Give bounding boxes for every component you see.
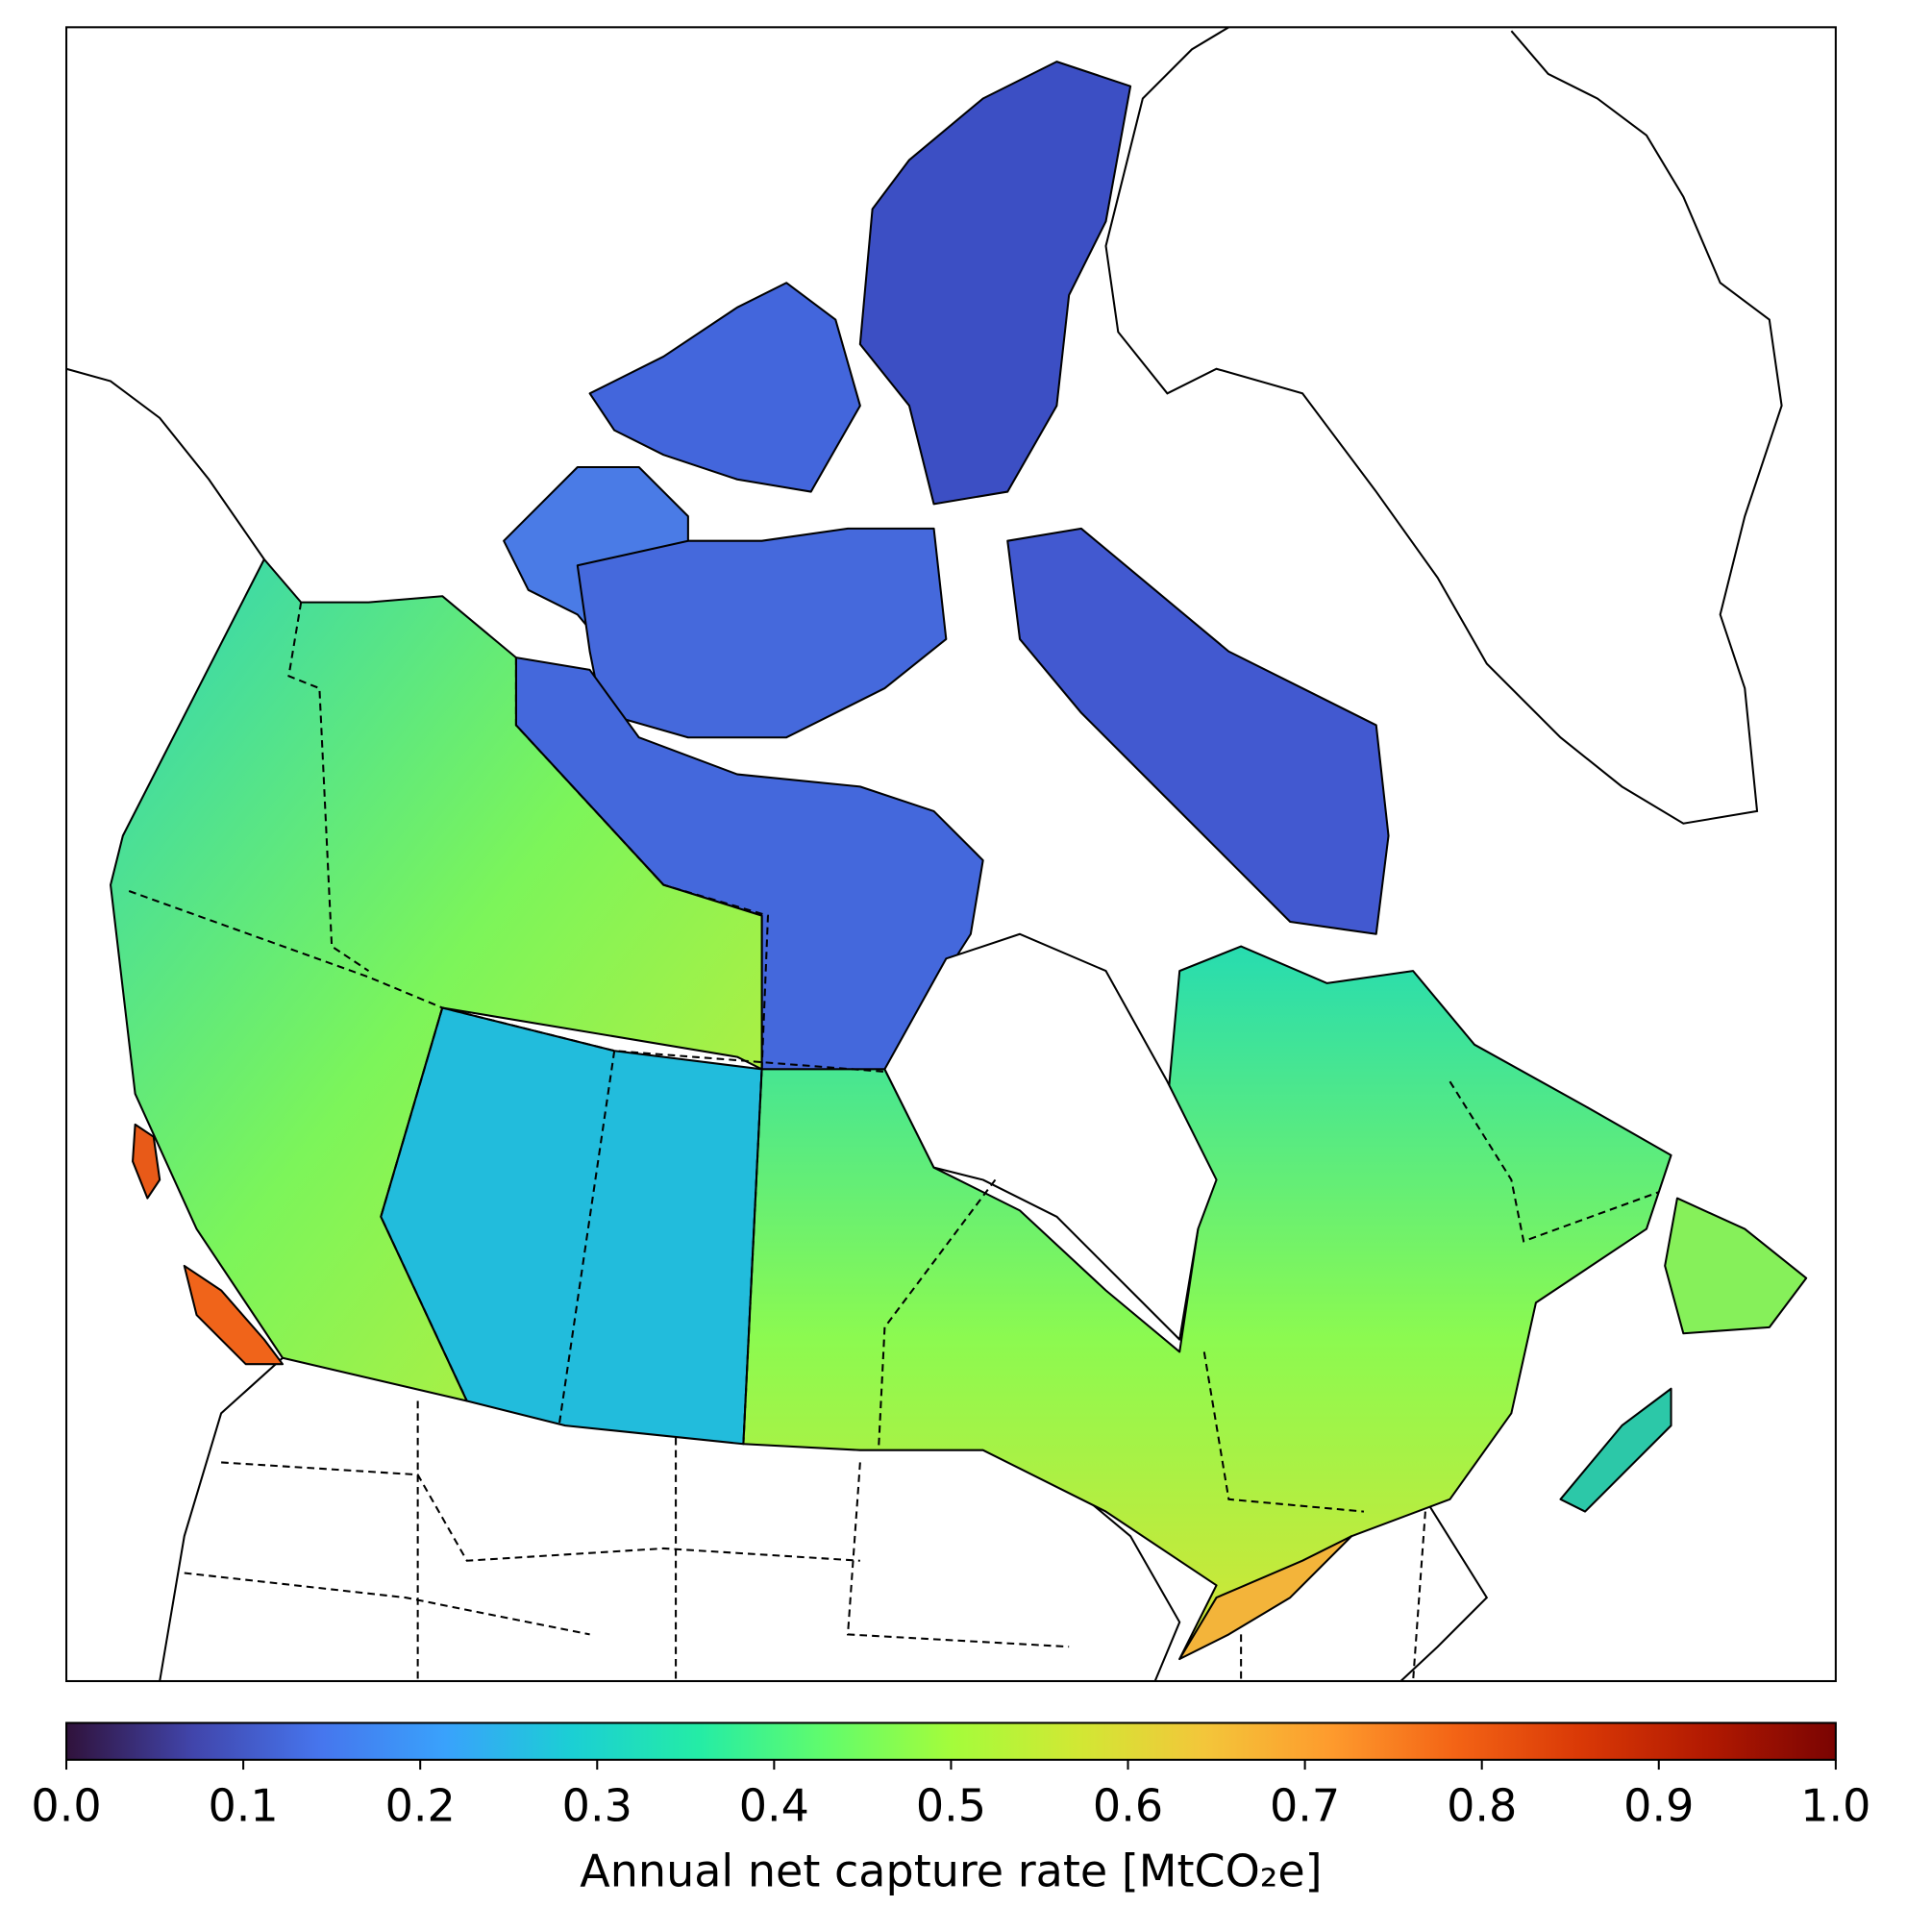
colorbar-gradient bbox=[65, 1721, 1837, 1761]
map bbox=[65, 26, 1837, 1683]
vancouver-island bbox=[183, 1264, 285, 1366]
western-arctic-islands bbox=[588, 282, 861, 493]
colorbar-tick-label: 0.3 bbox=[562, 1780, 632, 1832]
alaska-coast bbox=[65, 367, 265, 560]
western-canada bbox=[110, 557, 763, 1402]
colorbar: Annual net capture rate [MtCO₂e] 0.0 0.1 0… bbox=[31, 1721, 1870, 1896]
colorbar-tick-label: 0.9 bbox=[1623, 1780, 1694, 1832]
nova-scotia bbox=[1559, 1387, 1672, 1513]
colorbar-tick-label: 0.6 bbox=[1093, 1780, 1163, 1832]
colorbar-tick-label: 0.4 bbox=[739, 1780, 809, 1832]
colorbar-label: Annual net capture rate [MtCO₂e] bbox=[580, 1845, 1322, 1896]
us-states bbox=[184, 1400, 1426, 1682]
haida-gwaii bbox=[132, 1123, 161, 1200]
colorbar-tick-label: 0.5 bbox=[916, 1780, 986, 1832]
colorbar-tick-label: 0.2 bbox=[385, 1780, 456, 1832]
colorbar-tick-label: 0.8 bbox=[1447, 1780, 1517, 1832]
colorbar-tick-label: 0.0 bbox=[31, 1780, 101, 1832]
colorbar-tick-label: 0.1 bbox=[209, 1780, 279, 1832]
ellesmere-island bbox=[858, 61, 1132, 506]
colorbar-tick-label: 1.0 bbox=[1800, 1780, 1870, 1832]
southern-ontario bbox=[1178, 1535, 1353, 1661]
provincial-borders bbox=[128, 602, 1660, 1513]
newfoundland bbox=[1664, 1197, 1808, 1335]
eastern-canada bbox=[742, 945, 1672, 1661]
colorbar-tick-label: 0.7 bbox=[1270, 1780, 1340, 1832]
greenland bbox=[1104, 26, 1783, 825]
baffin-island bbox=[1006, 527, 1390, 935]
hudson-bay bbox=[883, 932, 1218, 1341]
